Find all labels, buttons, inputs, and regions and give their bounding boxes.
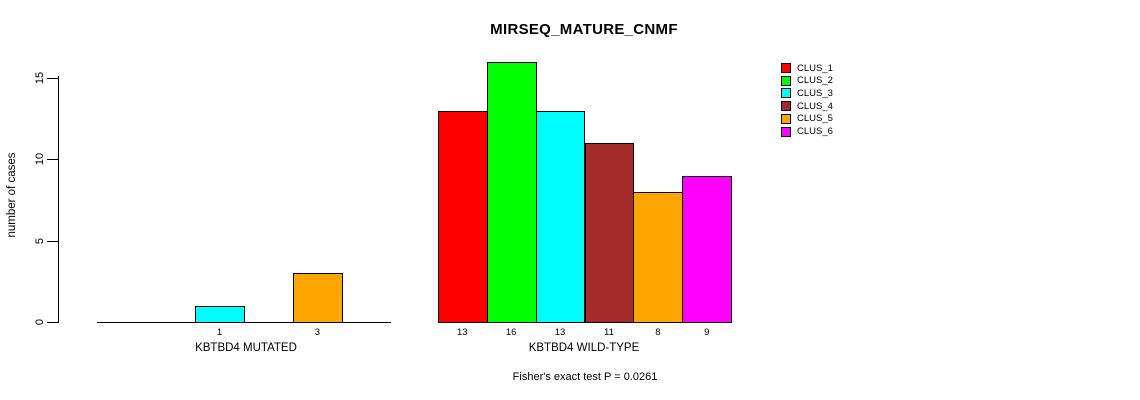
y-axis-tick-label: 5 [34, 237, 46, 244]
chart-title: MIRSEQ_MATURE_CNMF [490, 21, 678, 38]
legend-swatch-clus_1 [781, 63, 791, 73]
bar-value-label: 1 [216, 327, 223, 338]
bar-value-label: 16 [505, 327, 517, 338]
legend-label: CLUS_4 [797, 100, 833, 112]
y-axis-label: number of cases [6, 152, 18, 238]
bar-value-label: 13 [456, 327, 468, 338]
bar-clus_1 [437, 110, 488, 323]
y-axis-tick [47, 322, 58, 323]
y-axis-tick [47, 159, 58, 161]
bar-value-label: 3 [314, 327, 320, 338]
legend-swatch-clus_5 [781, 113, 791, 124]
legend-label: CLUS_1 [797, 62, 833, 74]
group-label-wildtype: KBTBD4 WILD-TYPE [528, 342, 640, 354]
legend-swatch-clus_2 [781, 75, 791, 86]
group-label-mutated: KBTBD4 MUTATED [195, 342, 297, 354]
y-axis-line [58, 75, 59, 323]
y-axis-tick [47, 240, 58, 242]
legend-label: CLUS_5 [797, 113, 833, 125]
legend-label: CLUS_2 [797, 75, 833, 87]
y-axis-tick-label: 15 [34, 71, 46, 85]
legend-label: CLUS_3 [797, 87, 833, 99]
bar-value-label: 8 [655, 327, 661, 338]
bar-clus_3 [195, 305, 245, 323]
legend-swatch-clus_3 [781, 88, 791, 99]
bar-clus_2 [486, 61, 537, 323]
bar-clus_6 [682, 175, 733, 323]
bar-clus_4 [584, 143, 635, 323]
legend-swatch-clus_4 [781, 101, 791, 112]
bar-value-label: 11 [604, 327, 614, 338]
footnote: Fisher's exact test P = 0.0261 [512, 371, 658, 383]
legend-label: CLUS_6 [797, 126, 833, 137]
bar-clus_3 [535, 110, 586, 323]
y-axis-tick-label: 0 [34, 318, 46, 326]
bar-clus_5 [633, 191, 684, 323]
bar-value-label: 9 [704, 327, 710, 338]
bar-value-label: 13 [554, 327, 566, 338]
legend-swatch-clus_6 [781, 126, 791, 137]
y-axis-tick-label: 10 [34, 153, 46, 166]
bar-clus_5 [292, 273, 343, 323]
y-axis-tick [47, 77, 58, 79]
